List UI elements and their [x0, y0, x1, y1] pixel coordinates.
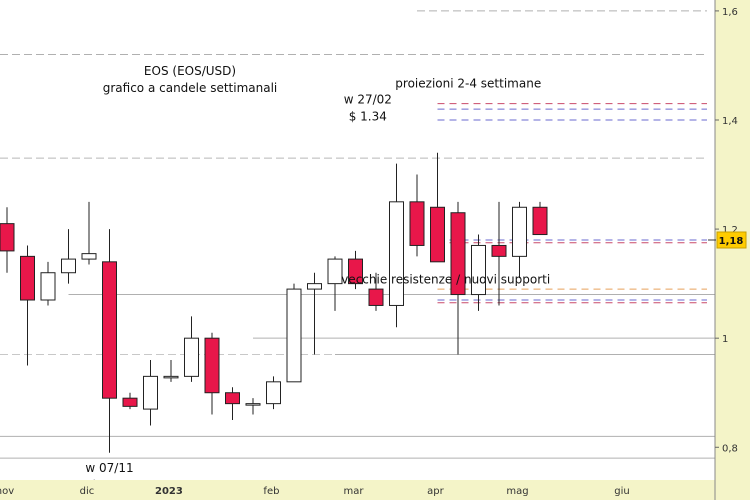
candle-body [245, 403, 261, 406]
y-tick-label: 1,2 [722, 225, 738, 236]
candle [430, 152, 445, 263]
candle-body [368, 288, 384, 306]
candle [184, 316, 199, 382]
candle [81, 201, 97, 265]
candle-body [184, 337, 199, 377]
candle [143, 360, 158, 426]
candles [0, 152, 548, 453]
x-tick-label: mag [506, 486, 528, 497]
candle-body [0, 223, 15, 252]
candle-body [143, 375, 158, 410]
candle [122, 392, 138, 410]
candle-body [491, 244, 507, 257]
candle-body [286, 288, 302, 383]
projection-lines [437, 103, 707, 304]
candle-body [430, 206, 445, 263]
annotation-text: w 27/02 [344, 93, 392, 107]
annotation-text: proiezioni 2-4 settimane [395, 76, 541, 90]
candle [368, 272, 384, 311]
candle-body [512, 206, 527, 257]
chart-title-group: EOS (EOS/USD) grafico a candele settiman… [103, 64, 278, 95]
annotation-text: $ 1.34 [349, 110, 387, 124]
x-tick-label: 2023 [155, 486, 183, 497]
candle [512, 201, 527, 279]
annotation-text: vecchie resistenze / nuovi supporti [341, 273, 550, 287]
candle-body [20, 255, 35, 301]
x-tick-label: feb [263, 486, 279, 497]
candle-body [40, 272, 56, 301]
candle-body [409, 201, 425, 246]
candle-body [327, 258, 343, 285]
candle [20, 245, 35, 366]
candle [40, 261, 56, 306]
annotation-high: w 27/02 $ 1.34 [344, 93, 392, 124]
y-tick-label: 1 [722, 334, 728, 345]
candle-body [471, 244, 486, 296]
candle-body [389, 201, 404, 306]
candle-body [163, 375, 179, 379]
candle [102, 229, 117, 453]
annotations: w 27/02$ 1.34w 07/11$ 0.79proiezioni 2-4… [85, 76, 550, 492]
x-axis-bar [0, 480, 715, 500]
price-tag-box [716, 231, 747, 249]
x-tick-label: apr [427, 486, 444, 497]
x-tick-label: dic [80, 486, 95, 497]
price-tag-label: 1,18 [719, 236, 744, 247]
candle [286, 283, 302, 383]
y-tick-label: 0,8 [722, 443, 738, 454]
last-price-tag: 1,18 [708, 231, 747, 249]
annotation-supp: vecchie resistenze / nuovi supporti [341, 273, 550, 287]
candle [471, 234, 486, 311]
candle [245, 398, 261, 415]
tick-labels: 1,61,41,210,8ottnovdic2023febmaraprmaggi… [0, 7, 738, 497]
chart-subtitle: grafico a candele settimanali [103, 81, 278, 95]
candle [491, 201, 507, 306]
candle [307, 272, 322, 355]
candle [348, 250, 363, 290]
candle [450, 201, 466, 355]
y-tick-label: 1,4 [722, 116, 738, 127]
candle-body [266, 381, 281, 405]
x-tick-label: mar [343, 486, 364, 497]
candle [163, 360, 179, 382]
candle-body [348, 258, 363, 285]
candle [61, 229, 76, 284]
candle [327, 256, 343, 311]
candle-body [225, 392, 240, 405]
candle [0, 207, 15, 273]
annotation-text: w 07/11 [85, 461, 133, 475]
candle-body [122, 397, 138, 407]
candle [266, 376, 281, 410]
horizontal-levels [0, 10, 715, 459]
candle-body [307, 283, 322, 290]
x-tick-label: giu [614, 486, 629, 497]
y-tick-label: 1,6 [722, 7, 738, 18]
candle-body [204, 337, 220, 394]
candle-body [450, 212, 466, 296]
candle [409, 174, 425, 257]
x-tick-label: nov [0, 486, 14, 497]
candle [225, 387, 240, 420]
candle-body [81, 253, 97, 260]
annotation-proj: proiezioni 2-4 settimane [395, 76, 541, 90]
candle [532, 201, 548, 236]
chart-title: EOS (EOS/USD) [144, 64, 236, 78]
y-axis-bar [715, 0, 750, 500]
candle [389, 163, 404, 328]
candle-body [102, 261, 117, 399]
candle-body [532, 206, 548, 236]
candle-body [61, 258, 76, 274]
candle [204, 332, 220, 415]
